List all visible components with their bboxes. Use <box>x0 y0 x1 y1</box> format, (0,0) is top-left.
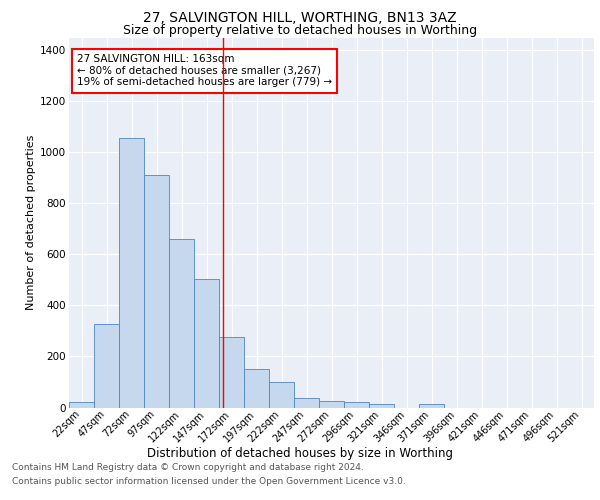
Text: Contains public sector information licensed under the Open Government Licence v3: Contains public sector information licen… <box>12 477 406 486</box>
Bar <box>419 404 444 407</box>
Bar <box>344 402 369 407</box>
Bar <box>144 176 169 408</box>
Text: Contains HM Land Registry data © Crown copyright and database right 2024.: Contains HM Land Registry data © Crown c… <box>12 464 364 472</box>
Bar <box>169 238 194 408</box>
Text: 27 SALVINGTON HILL: 163sqm
← 80% of detached houses are smaller (3,267)
19% of s: 27 SALVINGTON HILL: 163sqm ← 80% of deta… <box>77 54 332 88</box>
Bar <box>69 402 94 407</box>
Bar <box>319 401 344 407</box>
Text: 27, SALVINGTON HILL, WORTHING, BN13 3AZ: 27, SALVINGTON HILL, WORTHING, BN13 3AZ <box>143 11 457 25</box>
Bar <box>369 404 394 407</box>
Bar <box>194 279 219 407</box>
Text: Distribution of detached houses by size in Worthing: Distribution of detached houses by size … <box>147 448 453 460</box>
Bar <box>119 138 144 407</box>
Bar <box>294 398 319 407</box>
Bar <box>269 382 294 407</box>
Y-axis label: Number of detached properties: Number of detached properties <box>26 135 36 310</box>
Bar <box>94 324 119 407</box>
Bar <box>244 369 269 408</box>
Bar <box>219 336 244 407</box>
Text: Size of property relative to detached houses in Worthing: Size of property relative to detached ho… <box>123 24 477 37</box>
